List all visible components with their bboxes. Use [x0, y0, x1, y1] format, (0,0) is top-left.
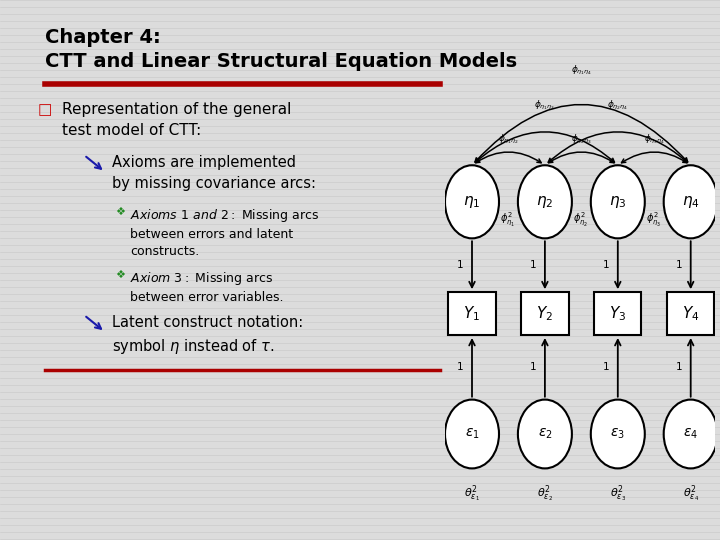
Text: $\phi_{\eta_1\eta_2}$: $\phi_{\eta_1\eta_2}$ [498, 133, 519, 146]
FancyBboxPatch shape [667, 292, 714, 335]
Text: ❖: ❖ [115, 207, 125, 217]
Text: Axioms are implemented
by missing covariance arcs:: Axioms are implemented by missing covari… [112, 155, 316, 191]
FancyArrowPatch shape [475, 104, 688, 162]
Text: $\theta^2_{\varepsilon_4}$: $\theta^2_{\varepsilon_4}$ [683, 483, 698, 504]
Text: 1: 1 [676, 260, 683, 270]
FancyArrowPatch shape [621, 152, 687, 163]
Ellipse shape [591, 165, 645, 238]
Text: 1: 1 [530, 260, 537, 270]
Text: $\eta_3$: $\eta_3$ [609, 194, 626, 210]
FancyArrowPatch shape [548, 132, 688, 163]
Text: Representation of the general
test model of CTT:: Representation of the general test model… [62, 102, 292, 138]
Text: $Y_4$: $Y_4$ [682, 304, 699, 323]
Text: $\varepsilon_4$: $\varepsilon_4$ [683, 427, 698, 441]
Ellipse shape [518, 165, 572, 238]
Text: $\theta^2_{\varepsilon_3}$: $\theta^2_{\varepsilon_3}$ [610, 483, 626, 504]
Text: $\eta_4$: $\eta_4$ [682, 194, 700, 210]
Text: $\phi_{\eta_1\eta_3}$: $\phi_{\eta_1\eta_3}$ [534, 98, 556, 111]
FancyBboxPatch shape [521, 292, 569, 335]
Text: ❖: ❖ [115, 270, 125, 280]
Text: $Y_1$: $Y_1$ [464, 304, 480, 323]
Text: $\phi_{\eta_3\eta_4}$: $\phi_{\eta_3\eta_4}$ [644, 133, 665, 146]
Text: CTT and Linear Structural Equation Models: CTT and Linear Structural Equation Model… [45, 52, 517, 71]
Text: 1: 1 [603, 260, 610, 270]
FancyArrowPatch shape [476, 152, 541, 163]
Text: $\mathit{Axioms\ 1\ and\ 2:}$ Missing arcs
between errors and latent
constructs.: $\mathit{Axioms\ 1\ and\ 2:}$ Missing ar… [130, 207, 319, 258]
FancyBboxPatch shape [449, 292, 495, 335]
Text: $\eta_2$: $\eta_2$ [536, 194, 554, 210]
Text: $\varepsilon_3$: $\varepsilon_3$ [611, 427, 625, 441]
Ellipse shape [445, 400, 499, 468]
Text: 1: 1 [457, 260, 464, 270]
Ellipse shape [664, 165, 718, 238]
Ellipse shape [664, 400, 718, 468]
Text: Chapter 4:: Chapter 4: [45, 28, 161, 47]
Text: $\varepsilon_1$: $\varepsilon_1$ [464, 427, 480, 441]
Text: 1: 1 [530, 362, 537, 373]
FancyBboxPatch shape [594, 292, 642, 335]
Text: $\phi^2_{\eta_3}$: $\phi^2_{\eta_3}$ [646, 210, 662, 228]
Text: $\phi^2_{\eta_2}$: $\phi^2_{\eta_2}$ [573, 210, 588, 228]
Text: Latent construct notation:
symbol $\eta$ instead of $\tau$.: Latent construct notation: symbol $\eta$… [112, 315, 303, 356]
Text: $\mathit{Axiom\ 3:}$ Missing arcs
between error variables.: $\mathit{Axiom\ 3:}$ Missing arcs betwee… [130, 270, 284, 304]
Text: $\theta^2_{\varepsilon_1}$: $\theta^2_{\varepsilon_1}$ [464, 483, 480, 504]
Text: $\varepsilon_2$: $\varepsilon_2$ [538, 427, 552, 441]
Text: $Y_2$: $Y_2$ [536, 304, 554, 323]
Ellipse shape [591, 400, 645, 468]
Text: $Y_3$: $Y_3$ [609, 304, 626, 323]
Ellipse shape [445, 165, 499, 238]
FancyArrowPatch shape [475, 132, 614, 163]
Ellipse shape [518, 400, 572, 468]
Text: 1: 1 [603, 362, 610, 373]
Text: 1: 1 [457, 362, 464, 373]
Text: $\phi_{\eta_2\eta_3}$: $\phi_{\eta_2\eta_3}$ [571, 133, 592, 146]
Text: □: □ [38, 102, 53, 117]
FancyArrowPatch shape [549, 152, 614, 163]
Text: $\theta^2_{\varepsilon_2}$: $\theta^2_{\varepsilon_2}$ [537, 483, 553, 504]
Text: $\phi_{\eta_2\eta_4}$: $\phi_{\eta_2\eta_4}$ [607, 98, 629, 111]
Text: $\eta_1$: $\eta_1$ [463, 194, 481, 210]
Text: $\phi^2_{\eta_4}$: $\phi^2_{\eta_4}$ [719, 210, 720, 228]
Text: $\phi_{\eta_1\eta_4}$: $\phi_{\eta_1\eta_4}$ [571, 64, 592, 77]
Text: $\phi^2_{\eta_1}$: $\phi^2_{\eta_1}$ [500, 210, 516, 228]
Text: 1: 1 [676, 362, 683, 373]
